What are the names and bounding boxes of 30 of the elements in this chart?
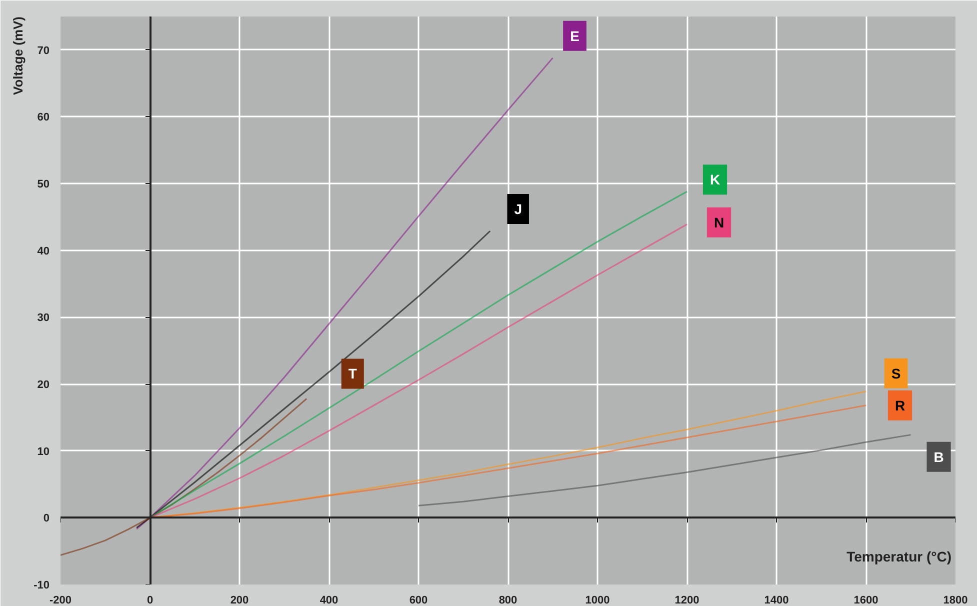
series-label: J bbox=[514, 201, 522, 218]
y-axis-title: Voltage (mV) bbox=[10, 16, 26, 95]
y-tick-label: 40 bbox=[37, 245, 50, 258]
x-tick-label: 800 bbox=[498, 594, 518, 606]
y-tick-label: 30 bbox=[37, 312, 50, 324]
text: R bbox=[894, 397, 906, 414]
x-tick-label: 1600 bbox=[854, 594, 878, 606]
x-tick-label: 1400 bbox=[764, 594, 789, 606]
x-tick-label: 1000 bbox=[585, 594, 610, 606]
series-label: K bbox=[710, 172, 720, 188]
y-tick-label: 60 bbox=[37, 112, 50, 124]
y-tick-label: 50 bbox=[37, 178, 50, 191]
x-tick-label: 0 bbox=[146, 594, 154, 606]
text: T bbox=[348, 366, 358, 382]
x-tick-label: 200 bbox=[230, 594, 249, 606]
x-tick-label: 1200 bbox=[674, 594, 700, 606]
x-tick-label: -200 bbox=[49, 594, 72, 606]
y-tick-label: 0 bbox=[43, 512, 50, 525]
y-tick-label: -10 bbox=[34, 580, 50, 592]
x-axis-title: Temperatur (°C) bbox=[846, 548, 952, 564]
series-label: N bbox=[714, 214, 724, 230]
y-tick-label: 70 bbox=[37, 44, 50, 57]
y-tick-label: 20 bbox=[37, 379, 50, 392]
series-label: S bbox=[891, 365, 901, 382]
y-tick-label: 10 bbox=[37, 446, 50, 458]
x-tick-label: 1800 bbox=[943, 594, 968, 606]
series-label: E bbox=[570, 28, 580, 44]
x-tick-label: 600 bbox=[409, 594, 428, 606]
x-tick-label: 400 bbox=[320, 594, 338, 606]
series-label: B bbox=[934, 448, 944, 465]
